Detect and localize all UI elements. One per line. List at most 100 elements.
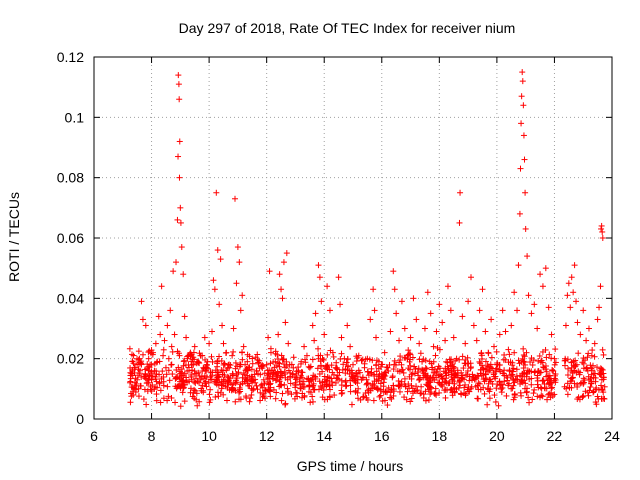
data-point — [331, 392, 338, 399]
data-point — [405, 347, 412, 354]
data-point — [138, 298, 145, 305]
data-point — [307, 399, 314, 406]
data-point — [239, 374, 246, 381]
data-point — [518, 392, 525, 399]
data-point — [516, 210, 523, 217]
data-point — [535, 384, 542, 391]
data-point — [573, 298, 580, 305]
data-point — [267, 349, 274, 356]
data-point — [169, 371, 176, 378]
data-point — [484, 362, 491, 369]
data-point — [352, 377, 359, 384]
data-point — [580, 392, 587, 399]
data-point — [329, 382, 336, 389]
data-point — [329, 349, 336, 356]
data-point — [344, 322, 351, 329]
data-point — [551, 375, 558, 382]
data-point — [584, 354, 591, 361]
data-point — [214, 247, 221, 254]
data-point — [537, 271, 544, 278]
data-point — [317, 352, 324, 359]
data-point — [289, 370, 296, 377]
data-point — [141, 386, 148, 393]
data-point — [187, 349, 194, 356]
data-point — [398, 298, 405, 305]
data-point — [397, 356, 404, 363]
data-point — [370, 286, 377, 293]
data-point — [153, 371, 160, 378]
x-tick-label: 8 — [148, 428, 156, 444]
data-point — [396, 337, 403, 344]
data-point — [137, 367, 144, 374]
data-point — [492, 367, 499, 374]
data-point — [464, 367, 471, 374]
data-point — [298, 358, 305, 365]
data-point — [453, 355, 460, 362]
data-point — [138, 361, 145, 368]
data-point — [599, 228, 606, 235]
data-point — [171, 331, 178, 338]
data-point — [363, 381, 370, 388]
data-point — [354, 395, 361, 402]
data-point — [380, 379, 387, 386]
data-points — [126, 69, 608, 410]
data-point — [442, 337, 449, 344]
data-point — [181, 398, 188, 405]
data-point — [139, 316, 146, 323]
data-point — [493, 385, 500, 392]
data-point — [527, 359, 534, 366]
data-point — [213, 189, 220, 196]
data-point — [381, 397, 388, 404]
data-point — [142, 366, 149, 373]
data-point — [393, 310, 400, 317]
data-point — [491, 343, 498, 350]
data-point — [450, 334, 457, 341]
data-point — [160, 352, 167, 359]
data-point — [255, 370, 262, 377]
data-point — [226, 386, 233, 393]
x-tick-label: 12 — [259, 428, 275, 444]
data-point — [265, 334, 272, 341]
data-point — [142, 373, 149, 380]
data-point — [165, 393, 172, 400]
data-point — [539, 283, 546, 290]
data-point — [600, 351, 607, 358]
data-point — [501, 372, 508, 379]
data-point — [128, 370, 135, 377]
data-point — [401, 375, 408, 382]
data-point — [585, 325, 592, 332]
data-point — [486, 367, 493, 374]
data-point — [588, 352, 595, 359]
data-point — [315, 345, 322, 352]
data-point — [396, 388, 403, 395]
data-point — [585, 373, 592, 380]
data-point — [172, 399, 179, 406]
data-point — [406, 358, 413, 365]
data-point — [316, 274, 323, 281]
data-point — [191, 386, 198, 393]
data-point — [206, 340, 213, 347]
data-point — [309, 356, 316, 363]
data-point — [310, 386, 317, 393]
data-point — [126, 379, 133, 386]
data-point — [422, 388, 429, 395]
data-point — [529, 361, 536, 368]
data-point — [198, 385, 205, 392]
data-point — [318, 298, 325, 305]
data-point — [405, 381, 412, 388]
data-point — [280, 356, 287, 363]
data-point — [543, 373, 550, 380]
data-point — [158, 283, 165, 290]
data-point — [407, 334, 414, 341]
data-point — [184, 355, 191, 362]
data-point — [566, 384, 573, 391]
data-point — [190, 361, 197, 368]
data-point — [178, 244, 185, 251]
data-point — [131, 364, 138, 371]
data-point — [391, 286, 398, 293]
data-point — [487, 361, 494, 368]
data-point — [244, 351, 251, 358]
data-point — [520, 132, 527, 139]
data-point — [273, 371, 280, 378]
data-point — [538, 392, 545, 399]
